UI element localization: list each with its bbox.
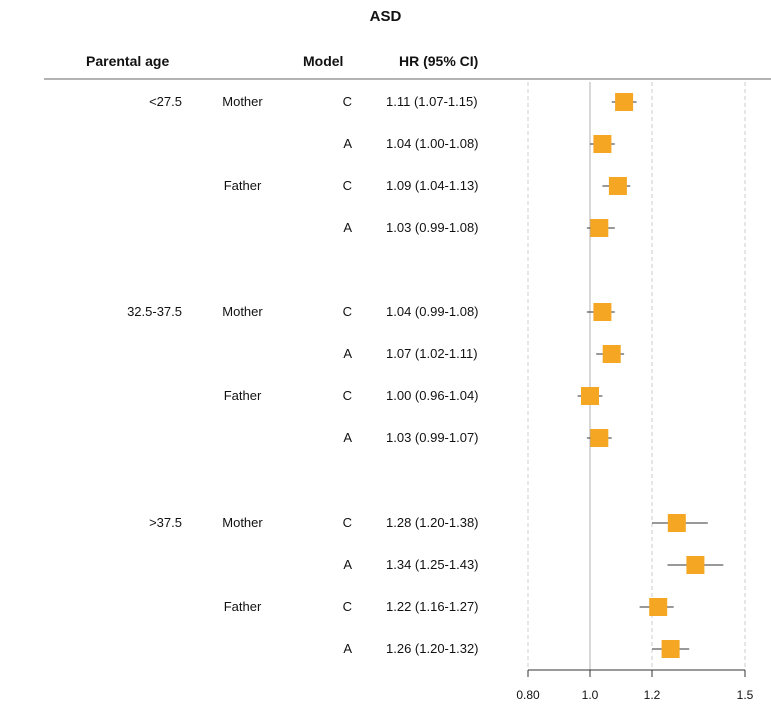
row-hr: 1.34 (1.25-1.43) xyxy=(386,557,479,572)
row-parent: Mother xyxy=(222,304,263,319)
row-hr: 1.03 (0.99-1.07) xyxy=(386,430,479,445)
row-model: A xyxy=(343,557,352,572)
row-parent: Father xyxy=(223,599,262,614)
header-parental-age: Parental age xyxy=(86,53,170,69)
row-hr: 1.22 (1.16-1.27) xyxy=(386,599,479,614)
header-hr: HR (95% CI) xyxy=(399,53,479,69)
row-hr: 1.04 (1.00-1.08) xyxy=(386,136,479,151)
row-age: 32.5-37.5 xyxy=(127,304,182,319)
row-model: A xyxy=(343,430,352,445)
hr-marker-5 xyxy=(602,345,621,363)
hr-marker-9 xyxy=(686,556,705,574)
row-hr: 1.11 (1.07-1.15) xyxy=(386,94,478,109)
x-tick-label-2: 1.2 xyxy=(644,688,661,702)
header-rule xyxy=(44,78,771,80)
x-tick-label-0: 0.80 xyxy=(516,688,540,702)
chart-title: ASD xyxy=(369,8,402,25)
row-parent: Mother xyxy=(222,515,263,530)
row-model: C xyxy=(342,178,352,193)
hr-marker-10 xyxy=(649,598,668,616)
hr-marker-1 xyxy=(593,135,612,153)
row-hr: 1.03 (0.99-1.08) xyxy=(386,220,479,235)
row-model: C xyxy=(342,515,352,530)
row-model: A xyxy=(343,641,352,656)
x-tick-label-1: 1.0 xyxy=(582,688,599,702)
row-age: >37.5 xyxy=(149,515,182,530)
row-model: C xyxy=(342,304,352,319)
row-hr: 1.00 (0.96-1.04) xyxy=(386,388,479,403)
row-model: A xyxy=(343,220,352,235)
hr-marker-8 xyxy=(667,514,686,532)
row-model: C xyxy=(342,599,352,614)
row-model: A xyxy=(343,346,352,361)
row-age: <27.5 xyxy=(149,94,182,109)
row-hr: 1.26 (1.20-1.32) xyxy=(386,641,479,656)
hr-marker-3 xyxy=(590,219,609,237)
row-parent: Father xyxy=(223,388,262,403)
row-model: C xyxy=(342,388,352,403)
row-hr: 1.28 (1.20-1.38) xyxy=(386,515,479,530)
row-hr: 1.07 (1.02-1.11) xyxy=(386,346,478,361)
hr-marker-4 xyxy=(593,303,612,321)
row-model: C xyxy=(342,94,352,109)
row-parent: Mother xyxy=(222,94,263,109)
hr-marker-2 xyxy=(608,177,627,195)
row-hr: 1.04 (0.99-1.08) xyxy=(386,304,479,319)
hr-marker-7 xyxy=(590,429,609,447)
row-parent: Father xyxy=(223,178,262,193)
x-tick-label-3: 1.5 xyxy=(737,688,754,702)
row-model: A xyxy=(343,136,352,151)
hr-marker-0 xyxy=(615,93,634,111)
row-hr: 1.09 (1.04-1.13) xyxy=(386,178,479,193)
header-model: Model xyxy=(303,53,344,69)
hr-marker-6 xyxy=(581,387,599,405)
hr-marker-11 xyxy=(661,640,680,658)
